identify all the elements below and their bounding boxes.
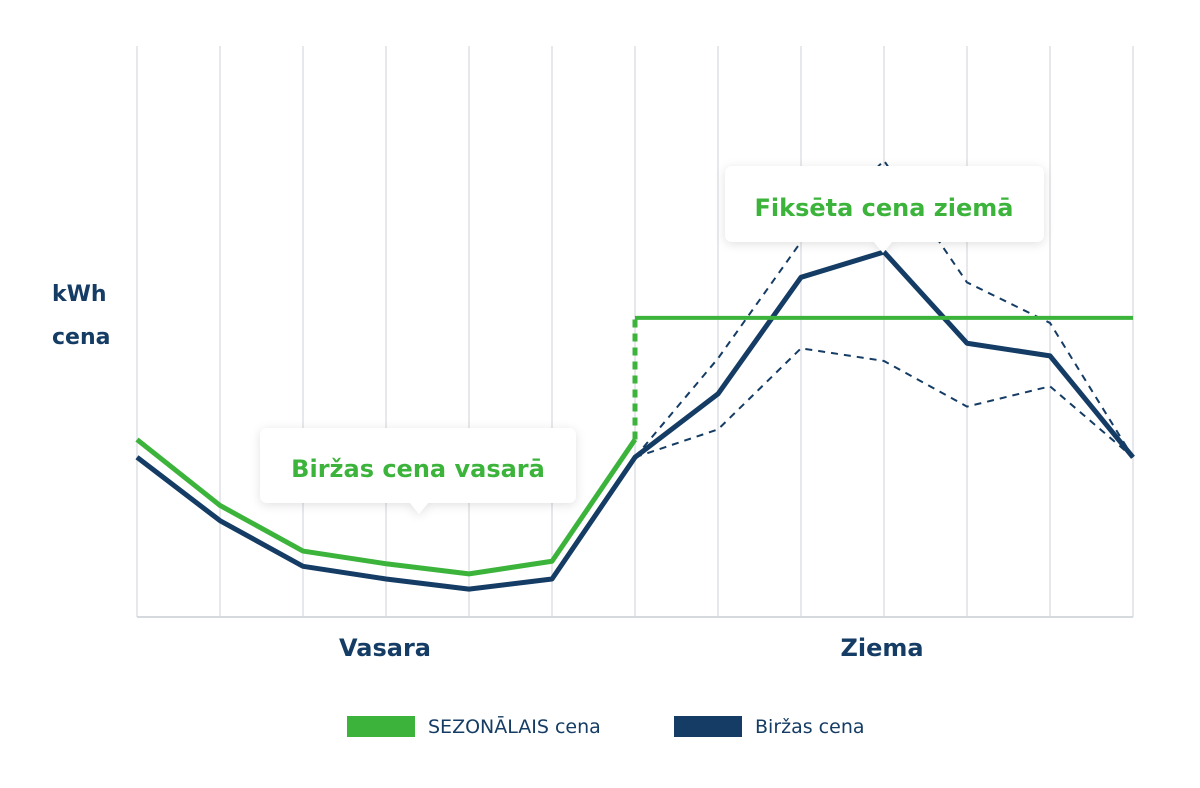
band-lower-line <box>634 347 1134 459</box>
legend-label-seasonal: SEZONĀLAIS cena <box>428 714 601 738</box>
period-label-summer: Vasara <box>339 634 431 662</box>
grid <box>136 46 1134 617</box>
y-axis-label-line-2: cena <box>52 325 110 350</box>
callout-summer: Biržas cena vasarā <box>260 428 576 514</box>
series-seasonal-line-part-1 <box>135 437 638 577</box>
series-exchange-line <box>135 249 1135 592</box>
y-axis-label-line-1: kWh <box>52 282 107 307</box>
callout-winter: Fiksēta cena ziemā <box>725 166 1044 253</box>
callout-summer-text: Biržas cena vasarā <box>291 455 545 483</box>
series-layer <box>135 159 1135 592</box>
callout-winter-text: Fiksēta cena ziemā <box>755 194 1014 222</box>
period-label-winter: Ziema <box>840 634 923 662</box>
legend-swatch-seasonal <box>347 716 415 737</box>
legend: SEZONĀLAIS cena Biržas cena <box>347 714 865 738</box>
callout-summer-box <box>260 428 576 514</box>
legend-label-exchange: Biržas cena <box>755 716 865 738</box>
callout-winter-box <box>725 166 1044 253</box>
legend-swatch-exchange <box>674 716 742 737</box>
band-upper-line <box>634 159 1134 458</box>
